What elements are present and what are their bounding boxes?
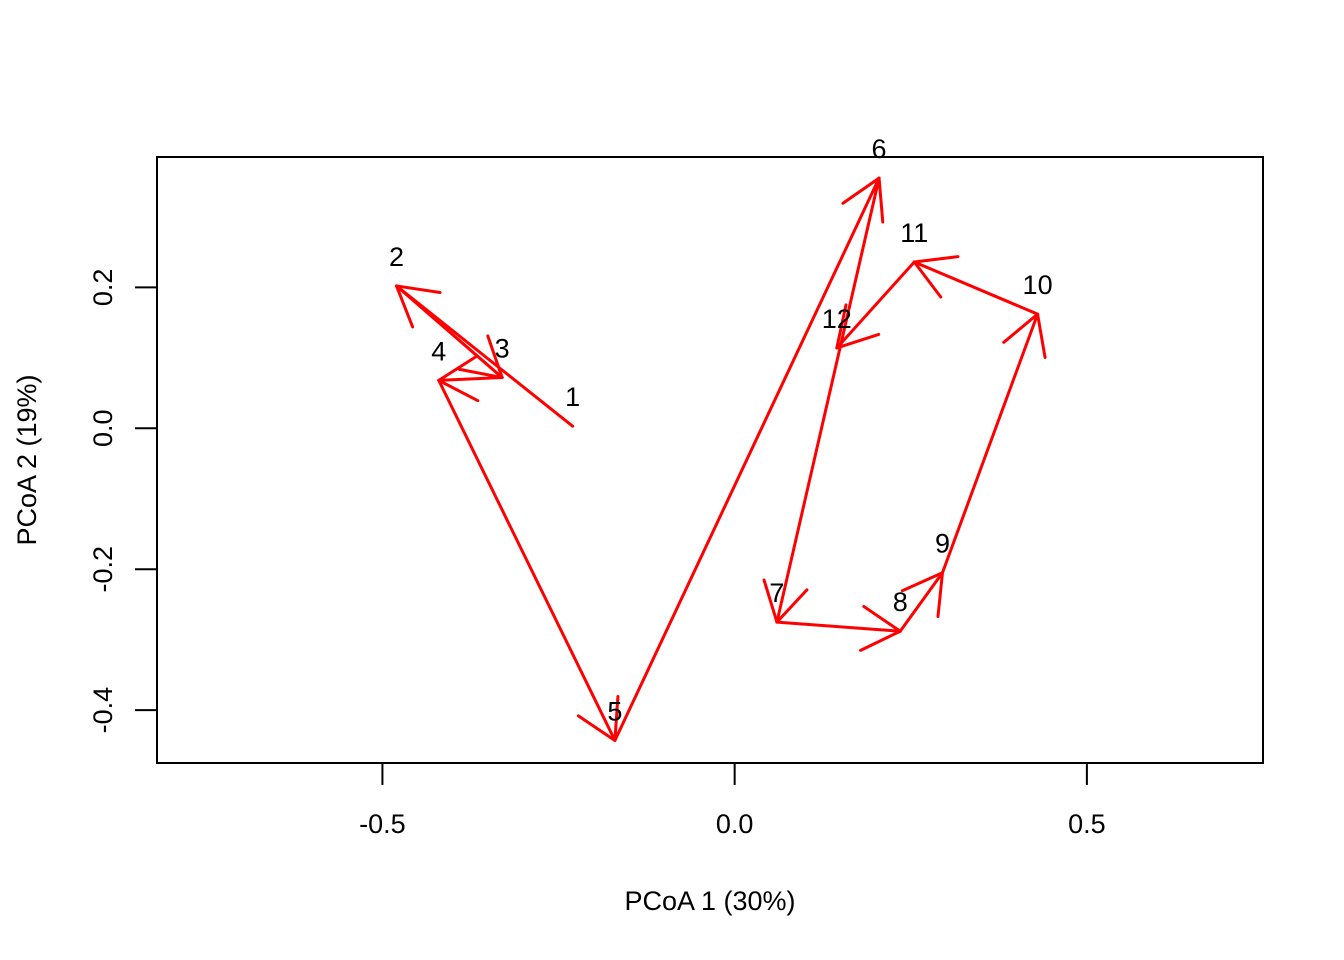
point-label: 1	[565, 382, 580, 412]
point-label: 10	[1023, 270, 1053, 300]
point-label: 8	[893, 587, 908, 617]
point-label: 7	[769, 578, 784, 608]
x-axis: -0.5 0.0 0.5	[359, 762, 1106, 839]
point-label: 2	[389, 242, 404, 272]
y-tick-label: -0.4	[88, 687, 118, 734]
point-label: 9	[935, 529, 950, 559]
y-tick-label: 0.2	[88, 269, 118, 307]
trajectory-arrow	[835, 260, 916, 350]
trajectory-arrow	[395, 284, 504, 380]
trajectory-arrow	[437, 378, 620, 742]
y-tick-label: 0.0	[88, 410, 118, 448]
trajectory-arrow	[912, 255, 1040, 316]
point-label: 3	[495, 334, 510, 364]
trajectory-arrows	[395, 176, 1047, 742]
point-label: 6	[872, 134, 887, 164]
point-label: 11	[900, 218, 928, 248]
y-tick-label: -0.2	[88, 546, 118, 593]
trajectory-arrow	[613, 176, 885, 742]
plot-frame	[156, 156, 1264, 764]
y-axis-title: PCoA 2 (19%)	[12, 374, 42, 545]
point-label: 12	[822, 304, 852, 334]
x-tick-label: 0.5	[1068, 809, 1106, 839]
y-axis: -0.4 -0.2 0.0 0.2	[88, 269, 158, 734]
trajectory-arrow	[775, 604, 902, 652]
trajectory-arrow	[762, 176, 881, 624]
point-label: 5	[607, 696, 622, 726]
x-tick-label: -0.5	[359, 809, 406, 839]
x-axis-title: PCoA 1 (30%)	[624, 886, 795, 916]
point-label: 4	[431, 336, 446, 366]
trajectory-arrow	[940, 312, 1047, 575]
x-tick-label: 0.0	[716, 809, 754, 839]
